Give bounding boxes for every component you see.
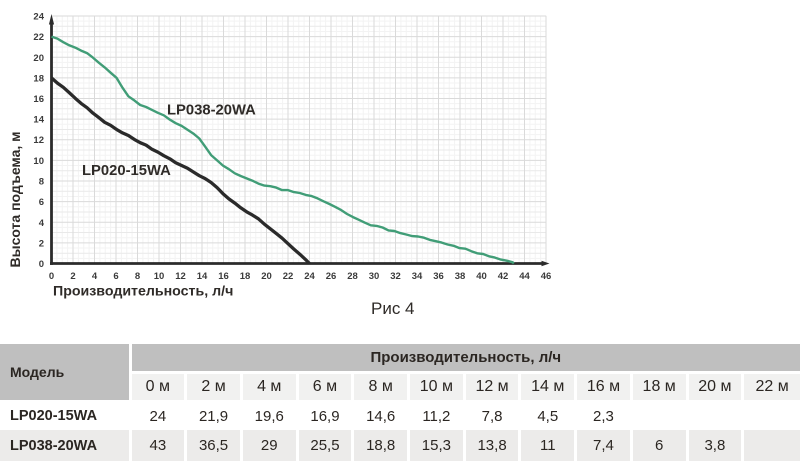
svg-text:12: 12 — [175, 271, 186, 282]
svg-text:4: 4 — [92, 271, 98, 282]
svg-text:22: 22 — [283, 271, 294, 282]
svg-text:0: 0 — [39, 259, 44, 270]
svg-text:16: 16 — [218, 271, 229, 282]
svg-text:26: 26 — [326, 271, 337, 282]
svg-text:Высота подъема, м: Высота подъема, м — [7, 131, 23, 267]
svg-text:36: 36 — [433, 271, 444, 282]
svg-text:40: 40 — [476, 271, 487, 282]
svg-text:44: 44 — [519, 271, 530, 282]
svg-text:30: 30 — [369, 271, 380, 282]
svg-text:20: 20 — [261, 271, 272, 282]
svg-text:24: 24 — [33, 12, 44, 23]
svg-text:14: 14 — [33, 115, 44, 126]
svg-text:2: 2 — [70, 271, 75, 282]
svg-text:10: 10 — [154, 271, 165, 282]
svg-text:8: 8 — [39, 177, 44, 188]
svg-text:42: 42 — [498, 271, 509, 282]
svg-text:LP038-20WA: LP038-20WA — [167, 103, 256, 119]
svg-text:18: 18 — [240, 271, 251, 282]
svg-text:34: 34 — [412, 271, 423, 282]
svg-text:28: 28 — [347, 271, 358, 282]
svg-text:20: 20 — [33, 53, 44, 64]
svg-text:2: 2 — [39, 238, 44, 249]
svg-text:Производительность, л/ч: Производительность, л/ч — [53, 284, 233, 300]
svg-text:10: 10 — [33, 156, 44, 167]
svg-text:18: 18 — [33, 73, 44, 84]
svg-text:14: 14 — [197, 271, 208, 282]
svg-text:0: 0 — [49, 271, 54, 282]
svg-text:16: 16 — [33, 94, 44, 105]
svg-text:6: 6 — [113, 271, 118, 282]
svg-text:46: 46 — [541, 271, 552, 282]
svg-text:LP020-15WA: LP020-15WA — [82, 163, 171, 179]
svg-text:32: 32 — [390, 271, 401, 282]
svg-text:4: 4 — [39, 218, 45, 229]
svg-text:12: 12 — [33, 135, 44, 146]
svg-text:6: 6 — [39, 197, 44, 208]
svg-text:22: 22 — [33, 32, 44, 43]
svg-text:24: 24 — [304, 271, 315, 282]
svg-text:38: 38 — [455, 271, 466, 282]
svg-text:8: 8 — [135, 271, 140, 282]
